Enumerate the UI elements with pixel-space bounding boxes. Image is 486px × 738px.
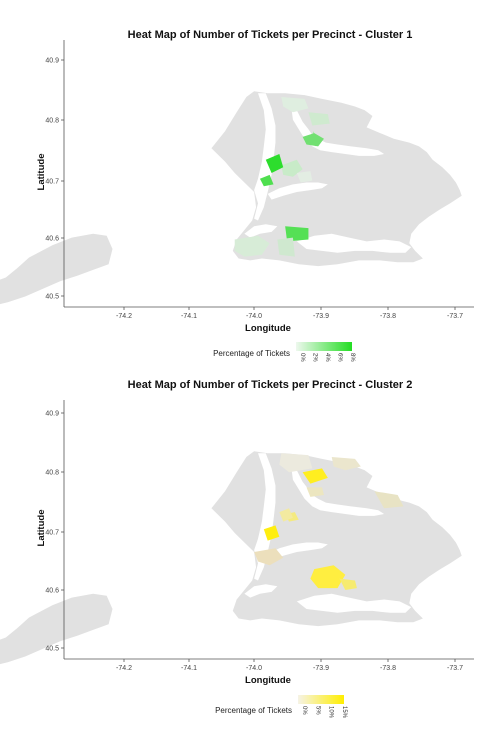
legend: Percentage of Tickets 0% 5% 10% 15%	[215, 695, 347, 719]
legend-tick-label: 0%	[301, 706, 307, 715]
y-ticks: 40.9 40.8 40.7 40.6 40.5	[45, 411, 64, 653]
legend: Percentage of Tickets 0% 2% 4% 6% 8%	[213, 342, 355, 362]
y-tick-label: 40.8	[45, 118, 59, 125]
legend-tick-label: 5%	[314, 706, 320, 715]
x-ticks: -74.2 -74.1 -74.0 -73.9 -73.8 -73.7	[116, 307, 463, 320]
x-tick-label: -73.8	[380, 313, 396, 320]
map-panel-1: Heat Map of Number of Tickets per Precin…	[0, 29, 474, 362]
x-tick-label: -73.7	[447, 313, 463, 320]
legend-tick-label: 6%	[337, 353, 343, 362]
x-tick-label: -74.0	[246, 665, 262, 672]
y-tick-label: 40.7	[45, 179, 59, 186]
y-tick-label: 40.6	[45, 588, 59, 595]
legend-ticks: 0% 5% 10% 15%	[301, 706, 347, 719]
legend-tick-label: 15%	[341, 706, 347, 719]
chart-title: Heat Map of Number of Tickets per Precin…	[128, 379, 413, 391]
x-tick-label: -73.8	[380, 665, 396, 672]
legend-color-bar	[296, 342, 352, 351]
legend-tick-label: 8%	[349, 353, 355, 362]
nyc-map	[0, 91, 462, 306]
chart-title: Heat Map of Number of Tickets per Precin…	[128, 29, 413, 41]
plot-axes	[63, 40, 474, 308]
y-axis-label: Latitude	[36, 510, 47, 547]
y-ticks: 40.9 40.8 40.7 40.6 40.5	[45, 58, 64, 301]
x-tick-label: -74.2	[116, 665, 132, 672]
x-tick-label: -73.9	[313, 313, 329, 320]
x-ticks: -74.2 -74.1 -74.0 -73.9 -73.8 -73.7	[116, 659, 463, 672]
x-tick-label: -74.1	[181, 665, 197, 672]
legend-tick-label: 4%	[324, 353, 330, 362]
x-tick-label: -74.1	[181, 313, 197, 320]
x-axis-label: Longitude	[245, 323, 291, 334]
x-tick-label: -73.9	[313, 665, 329, 672]
y-tick-label: 40.5	[45, 646, 59, 653]
x-tick-label: -73.7	[447, 665, 463, 672]
y-tick-label: 40.8	[45, 470, 59, 477]
y-axis-label: Latitude	[36, 154, 47, 191]
legend-title: Percentage of Tickets	[215, 706, 292, 715]
legend-tick-label: 10%	[328, 706, 334, 719]
nyc-map	[0, 451, 462, 666]
y-tick-label: 40.6	[45, 236, 59, 243]
legend-title: Percentage of Tickets	[213, 349, 290, 358]
y-tick-label: 40.5	[45, 294, 59, 301]
legend-tick-label: 2%	[312, 353, 318, 362]
y-tick-label: 40.9	[45, 411, 59, 418]
y-tick-label: 40.7	[45, 530, 59, 537]
plot-axes	[63, 400, 474, 660]
x-tick-label: -74.2	[116, 313, 132, 320]
legend-tick-label: 0%	[299, 353, 305, 362]
legend-color-bar	[298, 695, 344, 704]
x-tick-label: -74.0	[246, 313, 262, 320]
y-tick-label: 40.9	[45, 58, 59, 65]
x-axis-label: Longitude	[245, 675, 291, 686]
map-panel-2: Heat Map of Number of Tickets per Precin…	[0, 379, 474, 719]
legend-ticks: 0% 2% 4% 6% 8%	[299, 353, 355, 362]
